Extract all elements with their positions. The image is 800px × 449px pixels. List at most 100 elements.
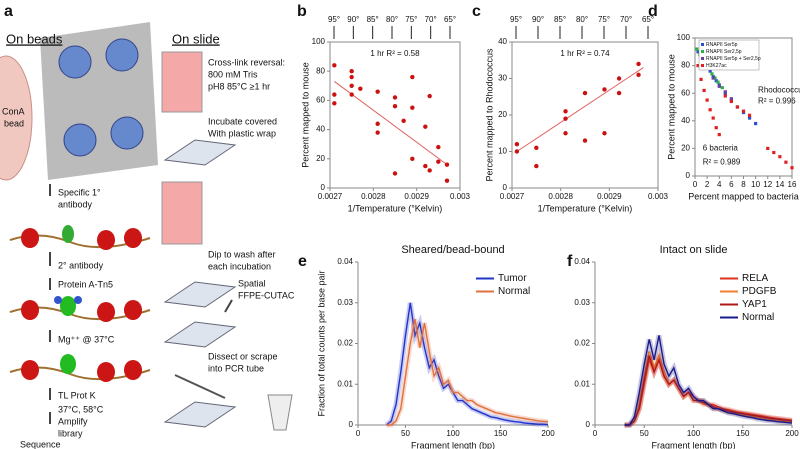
point bbox=[717, 84, 721, 88]
forceps bbox=[174, 374, 226, 399]
slide bbox=[163, 321, 237, 348]
bead-label: ConA bbox=[2, 106, 25, 116]
y-tick-label: 0 bbox=[321, 183, 326, 192]
point bbox=[602, 131, 607, 136]
temperature-label: 95° bbox=[510, 15, 522, 24]
annotation: 1 hr R² = 0.74 bbox=[560, 49, 610, 58]
point bbox=[436, 159, 441, 164]
y-tick-label: 0.02 bbox=[337, 339, 353, 348]
legend-box bbox=[698, 39, 760, 71]
legend-label: YAP1 bbox=[742, 299, 767, 310]
legend-label: Tumor bbox=[498, 273, 527, 284]
x-tick-label: 0.0028 bbox=[548, 192, 573, 201]
temperature-label: 75° bbox=[405, 15, 417, 24]
point bbox=[778, 155, 782, 159]
series-line bbox=[624, 335, 793, 426]
x-tick-label: 0 bbox=[693, 180, 698, 189]
temperature-label: 75° bbox=[598, 15, 610, 24]
point bbox=[616, 76, 622, 81]
y-tick-label: 20 bbox=[498, 110, 507, 119]
x-axis-label: Percent mapped to bacteria bbox=[688, 191, 799, 201]
step-text: Incubate covered bbox=[208, 116, 277, 126]
legend-label: RNAPII Ser5p bbox=[706, 42, 738, 48]
x-tick-label: 0.0029 bbox=[404, 192, 429, 201]
y-tick-label: 0.01 bbox=[337, 379, 353, 388]
point bbox=[436, 144, 441, 150]
y-axis-label: Percent mapped to mouse bbox=[300, 62, 310, 168]
point bbox=[392, 104, 398, 109]
y-tick-label: 100 bbox=[312, 37, 326, 46]
y-tick-label: 30 bbox=[498, 74, 507, 83]
point bbox=[723, 90, 727, 94]
point bbox=[711, 76, 715, 80]
annotation: 1 hr R² = 0.58 bbox=[370, 49, 420, 58]
point bbox=[423, 124, 428, 129]
point bbox=[410, 156, 415, 161]
temperature-label: 90° bbox=[532, 15, 544, 24]
point bbox=[423, 163, 428, 169]
x-tick-label: 0.0029 bbox=[597, 192, 622, 201]
temperature-label: 90° bbox=[347, 15, 359, 24]
x-tick-label: 14 bbox=[775, 180, 784, 189]
x-tick-label: 12 bbox=[763, 180, 772, 189]
well bbox=[63, 123, 97, 157]
y-tick-label: 80 bbox=[316, 66, 325, 75]
legend-label: RNAPII Ser2,5p bbox=[706, 49, 742, 55]
y-tick-label: 0.03 bbox=[337, 298, 353, 307]
y-tick-label: 0.04 bbox=[337, 257, 353, 266]
step-text: pH8 85°C ≥1 hr bbox=[208, 81, 270, 91]
y-tick-label: 0 bbox=[349, 420, 354, 429]
point bbox=[358, 86, 363, 91]
chart-title: Sheared/bead-bound bbox=[401, 244, 504, 256]
x-axis-label: Fragment length (bp) bbox=[651, 440, 735, 449]
heading: On beads bbox=[6, 31, 63, 46]
legend-label: RNAPII Ser5p + Ser2,5p bbox=[706, 56, 761, 62]
x-tick-label: 100 bbox=[446, 429, 460, 438]
point bbox=[708, 69, 712, 73]
point bbox=[332, 92, 337, 97]
step-text: Mg⁺⁺ @ 37°C bbox=[58, 334, 115, 344]
point bbox=[582, 138, 588, 143]
y-tick-label: 40 bbox=[316, 125, 325, 134]
point bbox=[444, 162, 450, 167]
x-tick-label: 200 bbox=[541, 429, 555, 438]
point bbox=[427, 168, 432, 173]
bead-label: bead bbox=[4, 118, 24, 128]
point bbox=[723, 94, 727, 98]
slide bbox=[163, 401, 237, 428]
legend-label: PDGFB bbox=[742, 286, 777, 297]
series-band bbox=[386, 318, 549, 428]
step-text: Amplify bbox=[58, 416, 88, 426]
point bbox=[784, 160, 788, 164]
point bbox=[534, 163, 539, 169]
point bbox=[514, 149, 520, 154]
x-axis-label: 1/Temperature (°Kelvin) bbox=[348, 203, 443, 213]
y-tick-label: 60 bbox=[316, 96, 325, 105]
point bbox=[705, 98, 709, 102]
step-text: into PCR tube bbox=[208, 363, 264, 373]
point bbox=[754, 121, 758, 126]
x-tick-label: 200 bbox=[785, 429, 799, 438]
point bbox=[747, 113, 752, 117]
point bbox=[563, 109, 568, 114]
series-line bbox=[386, 318, 549, 426]
x-tick-label: 10 bbox=[751, 180, 760, 189]
y-tick-label: 40 bbox=[681, 116, 690, 125]
point bbox=[790, 166, 794, 170]
point bbox=[349, 74, 354, 80]
x-tick-label: 150 bbox=[736, 429, 750, 438]
point bbox=[699, 77, 703, 81]
x-tick-label: 2 bbox=[705, 180, 710, 189]
bead-shape bbox=[0, 55, 33, 181]
chart-title: Intact on slide bbox=[660, 244, 728, 256]
point bbox=[602, 87, 607, 92]
point bbox=[332, 101, 337, 106]
x-tick-label: 0.003 bbox=[450, 192, 471, 201]
temperature-label: 85° bbox=[367, 15, 379, 24]
point bbox=[444, 178, 450, 183]
x-tick-label: 150 bbox=[494, 429, 508, 438]
point bbox=[410, 105, 415, 110]
series-band bbox=[384, 302, 549, 428]
x-tick-label: 100 bbox=[687, 429, 701, 438]
